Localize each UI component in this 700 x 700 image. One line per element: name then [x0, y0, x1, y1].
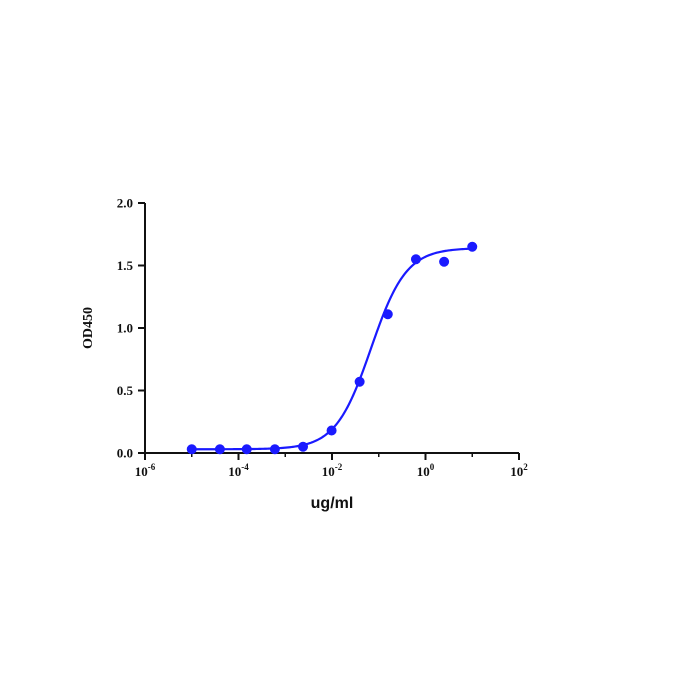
data-point [410, 254, 421, 265]
x-tick-label: 10-6 [135, 462, 156, 479]
x-axis-title: ug/ml [311, 495, 354, 512]
data-point [241, 444, 252, 455]
fit-curve [191, 247, 473, 451]
data-point [354, 376, 365, 387]
x-tick-label: 10-2 [322, 462, 343, 479]
x-tick-label: 102 [510, 462, 528, 479]
data-point [186, 444, 197, 455]
y-tick-label: 2.0 [117, 196, 133, 211]
data-point [214, 444, 225, 455]
fit-curve-layer [191, 247, 473, 451]
axes: 0.0 0.5 1.0 1.5 2.0 10-6 10-4 10-2 100 102 [117, 196, 529, 480]
y-tick-label: 0.0 [117, 446, 133, 461]
data-point [269, 444, 280, 455]
y-tick-label: 1.0 [117, 321, 133, 336]
data-point [467, 241, 478, 252]
data-point [382, 309, 393, 320]
data-point [439, 256, 450, 267]
x-tick-label: 10-4 [228, 462, 249, 479]
data-point [326, 425, 337, 436]
y-axis-title: OD450 [81, 307, 96, 349]
y-tick-label: 1.5 [117, 258, 134, 273]
x-tick-label: 100 [417, 462, 435, 479]
y-tick-label: 0.5 [117, 383, 134, 398]
data-points-layer [186, 241, 478, 455]
data-point [298, 441, 309, 452]
